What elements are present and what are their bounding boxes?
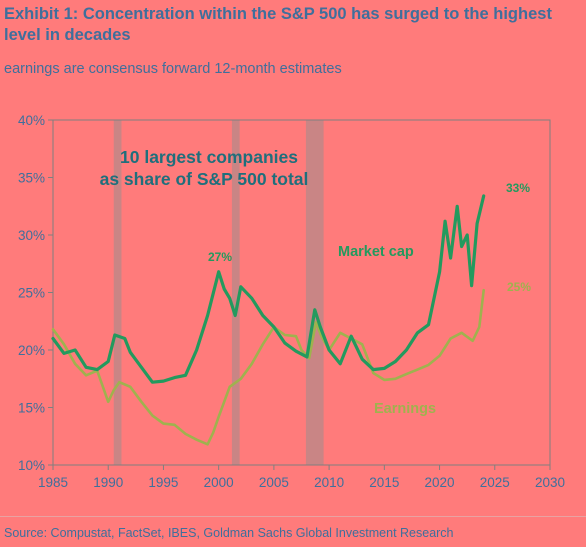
- x-tick-label: 2005: [259, 475, 289, 490]
- y-tick-label: 30%: [18, 228, 45, 243]
- y-tick-label: 40%: [18, 113, 45, 128]
- y-tick-label: 15%: [18, 401, 45, 416]
- recession-band: [113, 120, 122, 465]
- earnings-end-label: 25%: [507, 280, 531, 294]
- x-tick-label: 2030: [535, 475, 565, 490]
- chart-labels: 10 largest companies as share of S&P 500…: [100, 147, 532, 417]
- x-tick-label: 2025: [480, 475, 510, 490]
- chart-annotation-line-1: 10 largest companies: [120, 147, 298, 167]
- y-tick-label: 20%: [18, 343, 45, 358]
- x-tick-label: 1990: [93, 475, 123, 490]
- market-cap-end-label: 33%: [506, 181, 530, 195]
- y-tick-label: 10%: [18, 458, 45, 473]
- x-tick-label: 2010: [314, 475, 344, 490]
- recession-band: [231, 120, 240, 465]
- recession-band: [305, 120, 324, 465]
- source-note: Source: Compustat, FactSet, IBES, Goldma…: [4, 526, 454, 540]
- x-tick-label: 1985: [38, 475, 68, 490]
- earnings-series-label: Earnings: [374, 401, 436, 417]
- y-tick-label: 35%: [18, 171, 45, 186]
- y-tick-label: 25%: [18, 286, 45, 301]
- footer-divider: [0, 516, 586, 517]
- chart-title: Exhibit 1: Concentration within the S&P …: [4, 5, 552, 44]
- x-tick-label: 2020: [425, 475, 455, 490]
- chart-annotation-line-2: as share of S&P 500 total: [100, 169, 309, 189]
- chart-axes: 1985 1990 1995 2000 2005 2010 2015 2020 2025 2030…: [18, 113, 565, 490]
- market-cap-peak-label: 27%: [208, 250, 232, 264]
- x-tick-label: 1995: [148, 475, 178, 490]
- x-tick-label: 2015: [369, 475, 399, 490]
- market-cap-series-label: Market cap: [338, 244, 414, 260]
- chart-subtitle: earnings are consensus forward 12-month …: [4, 61, 342, 77]
- x-tick-label: 2000: [204, 475, 234, 490]
- market-cap-line: [51, 194, 486, 384]
- recession-bands: [113, 120, 324, 465]
- chart-series: [51, 194, 486, 446]
